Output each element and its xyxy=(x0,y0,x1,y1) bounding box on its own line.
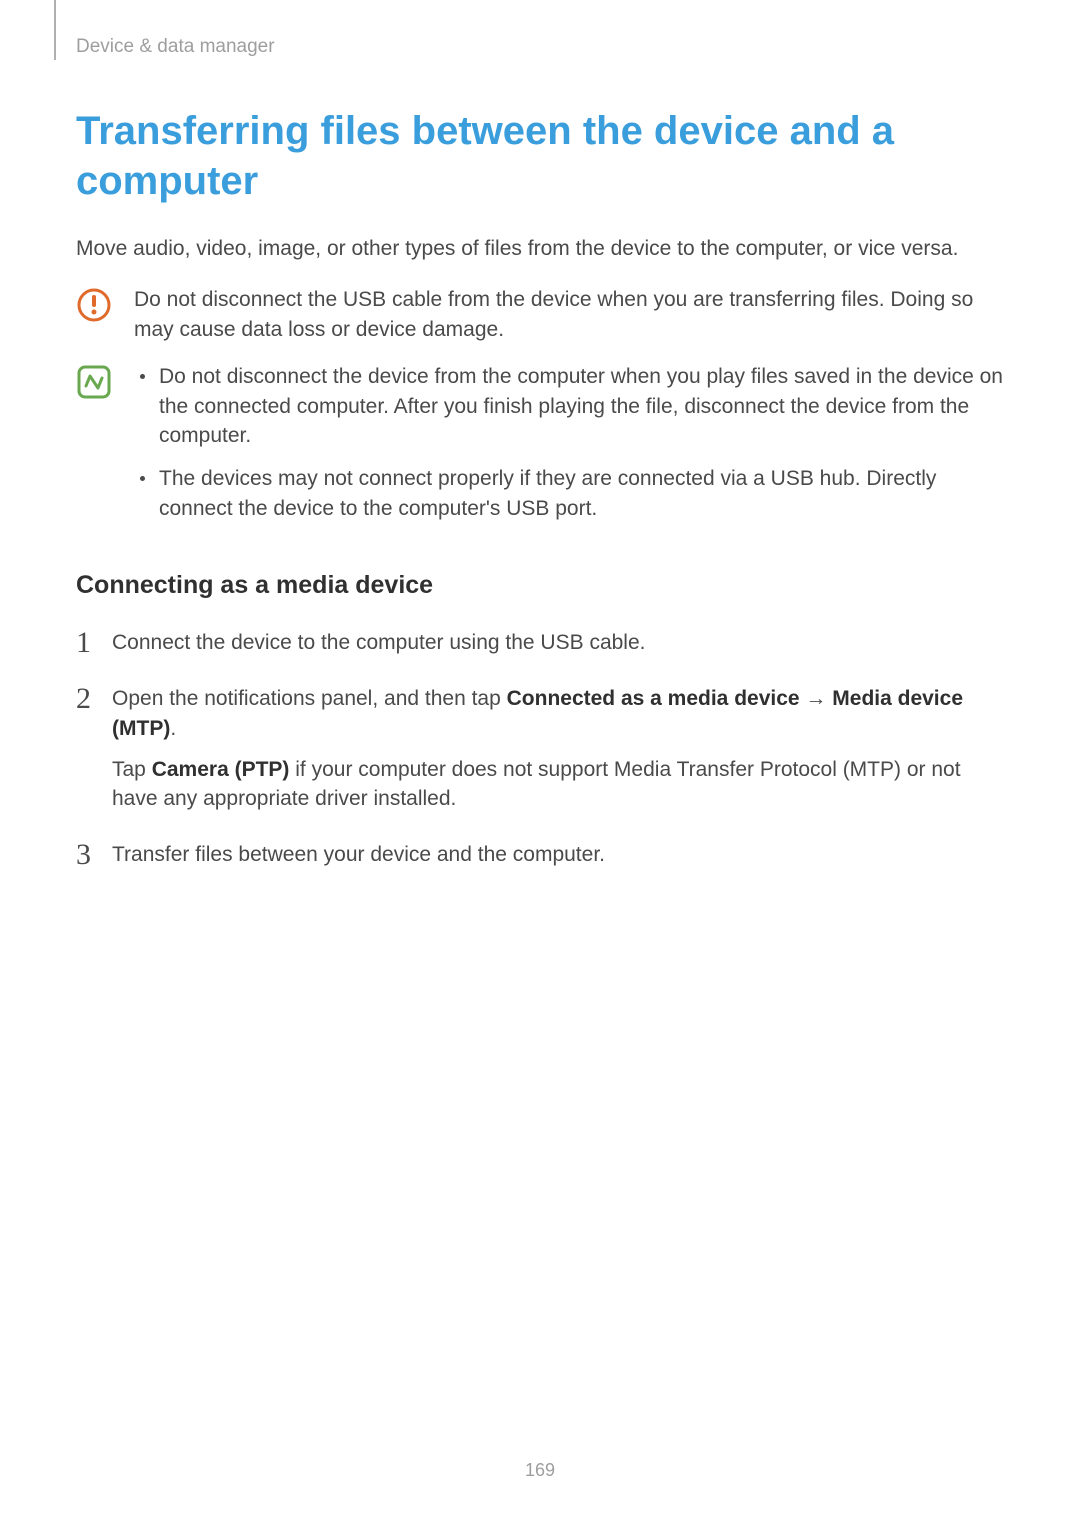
arrow-separator: → xyxy=(800,687,833,710)
ui-path-label: Connected as a media device xyxy=(507,687,800,710)
step-body: Transfer files between your device and t… xyxy=(112,840,1004,869)
step-body: Connect the device to the computer using… xyxy=(112,628,1004,657)
warning-note: Do not disconnect the USB cable from the… xyxy=(76,285,1004,344)
intro-paragraph: Move audio, video, image, or other types… xyxy=(76,234,1004,263)
step-number: 2 xyxy=(76,684,96,714)
bullet-dot-icon xyxy=(140,476,145,481)
warning-text: Do not disconnect the USB cable from the… xyxy=(134,285,1004,344)
step-item: 3 Transfer files between your device and… xyxy=(76,840,1004,870)
step-number: 3 xyxy=(76,840,96,870)
page-left-marker xyxy=(54,0,56,60)
info-note: Do not disconnect the device from the co… xyxy=(76,362,1004,537)
step-item: 2 Open the notifications panel, and then… xyxy=(76,684,1004,814)
section-heading: Connecting as a media device xyxy=(76,571,1004,600)
ui-path-label: Camera (PTP) xyxy=(152,758,290,781)
step-number: 1 xyxy=(76,628,96,658)
info-bullet-text: Do not disconnect the device from the co… xyxy=(159,362,1004,450)
step-text-fragment: Open the notifications panel, and then t… xyxy=(112,687,507,710)
info-bullet-text: The devices may not connect properly if … xyxy=(159,464,1004,523)
breadcrumb: Device & data manager xyxy=(76,36,1004,58)
page-number: 169 xyxy=(0,1460,1080,1481)
step-item: 1 Connect the device to the computer usi… xyxy=(76,628,1004,658)
note-square-icon xyxy=(76,364,112,400)
step-text: Open the notifications panel, and then t… xyxy=(112,684,1004,743)
step-text: Transfer files between your device and t… xyxy=(112,840,1004,869)
info-bullet-list: Do not disconnect the device from the co… xyxy=(134,362,1004,537)
document-page: Device & data manager Transferring files… xyxy=(0,0,1080,936)
warning-circle-icon xyxy=(76,287,112,323)
step-text-fragment: . xyxy=(170,717,176,740)
step-text: Tap Camera (PTP) if your computer does n… xyxy=(112,755,1004,814)
step-body: Open the notifications panel, and then t… xyxy=(112,684,1004,814)
page-title: Transferring files between the device an… xyxy=(76,106,1004,206)
step-text-fragment: Tap xyxy=(112,758,152,781)
info-bullet-item: The devices may not connect properly if … xyxy=(134,464,1004,523)
info-bullet-item: Do not disconnect the device from the co… xyxy=(134,362,1004,450)
bullet-dot-icon xyxy=(140,374,145,379)
step-text: Connect the device to the computer using… xyxy=(112,628,1004,657)
